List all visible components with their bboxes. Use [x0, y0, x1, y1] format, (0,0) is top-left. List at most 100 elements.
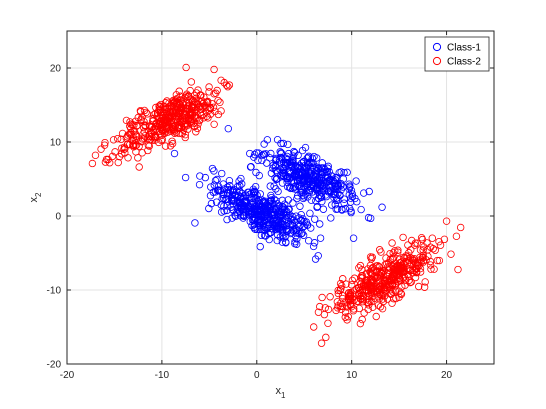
- data-point: [394, 248, 402, 256]
- data-point: [324, 305, 333, 314]
- data-point: [205, 88, 213, 96]
- data-point: [188, 115, 196, 124]
- data-point: [196, 172, 204, 180]
- data-point: [327, 214, 335, 222]
- tick-labels: -20 -10 0 10 20 -20 -10 0 10 20: [47, 64, 453, 382]
- data-point: [265, 213, 274, 221]
- data-point: [351, 194, 359, 203]
- data-point: [288, 215, 296, 224]
- data-point: [304, 236, 313, 245]
- data-point: [239, 214, 247, 222]
- data-point: [221, 195, 230, 203]
- data-point: [398, 282, 406, 291]
- data-point: [352, 177, 360, 185]
- data-point: [224, 83, 232, 91]
- data-point: [271, 220, 280, 228]
- data-point: [123, 132, 131, 141]
- data-point: [118, 144, 126, 152]
- axis-ticks: [66, 31, 494, 365]
- data-point: [322, 333, 330, 342]
- data-point: [204, 97, 212, 106]
- data-point: [325, 176, 334, 184]
- data-point: [231, 211, 239, 219]
- data-point: [292, 227, 300, 235]
- data-point: [254, 211, 263, 219]
- data-point: [189, 97, 197, 106]
- data-point: [287, 162, 296, 170]
- data-point: [380, 285, 388, 293]
- data-point: [111, 148, 119, 156]
- data-point: [246, 163, 255, 171]
- data-point: [249, 216, 258, 224]
- data-point: [292, 240, 301, 248]
- data-point: [168, 137, 176, 145]
- data-point: [291, 183, 300, 191]
- data-point: [349, 234, 358, 242]
- data-point: [322, 192, 331, 201]
- data-point: [213, 86, 221, 95]
- data-point: [186, 110, 195, 118]
- data-point: [364, 278, 372, 286]
- data-point: [296, 202, 304, 210]
- data-point: [326, 293, 334, 301]
- data-point: [208, 99, 216, 108]
- data-point: [348, 190, 357, 198]
- data-point: [367, 265, 376, 273]
- x-axis-label: x1: [276, 385, 287, 400]
- data-point: [88, 159, 97, 168]
- data-point: [334, 289, 343, 298]
- data-point: [105, 159, 114, 167]
- data-point: [342, 280, 350, 288]
- data-point: [388, 239, 396, 247]
- data-point: [415, 282, 423, 291]
- data-point: [155, 106, 163, 115]
- data-point: [357, 205, 365, 214]
- data-point: [435, 237, 443, 246]
- data-point: [184, 92, 193, 100]
- data-point: [130, 121, 138, 129]
- data-point: [429, 245, 437, 253]
- data-point: [454, 265, 462, 274]
- data-point: [332, 182, 340, 190]
- data-point: [210, 167, 218, 175]
- data-point: [318, 197, 326, 206]
- data-point: [275, 210, 283, 218]
- data-point: [190, 122, 199, 131]
- data-points: [88, 63, 465, 347]
- data-point: [168, 103, 176, 111]
- data-point: [241, 197, 249, 206]
- data-point: [255, 171, 263, 180]
- x-tick-label: -20: [60, 370, 75, 381]
- data-point: [253, 191, 261, 199]
- data-point: [311, 215, 319, 223]
- data-point: [378, 279, 387, 288]
- data-point: [290, 218, 299, 227]
- data-point: [310, 171, 318, 180]
- data-point: [347, 281, 356, 289]
- data-point: [220, 194, 228, 203]
- data-point: [205, 106, 213, 114]
- data-point: [306, 209, 314, 218]
- data-point: [192, 128, 200, 136]
- legend-marker-class-2: [432, 56, 442, 66]
- data-point: [132, 132, 140, 141]
- data-point: [211, 176, 220, 185]
- data-point: [261, 197, 270, 205]
- data-point: [390, 253, 398, 261]
- y-axis-label: x2: [28, 192, 43, 203]
- data-point: [408, 255, 417, 263]
- data-point: [337, 285, 345, 293]
- data-point: [205, 83, 213, 91]
- data-point: [207, 199, 216, 208]
- data-point: [239, 212, 248, 220]
- data-point: [270, 204, 278, 212]
- data-point: [135, 163, 143, 171]
- data-point: [203, 99, 211, 107]
- y-tick-label: -20: [47, 360, 62, 371]
- data-point: [407, 236, 416, 245]
- data-point: [358, 315, 366, 324]
- data-point: [125, 140, 134, 149]
- data-point: [108, 152, 117, 161]
- data-point: [389, 249, 397, 257]
- data-point: [368, 292, 376, 301]
